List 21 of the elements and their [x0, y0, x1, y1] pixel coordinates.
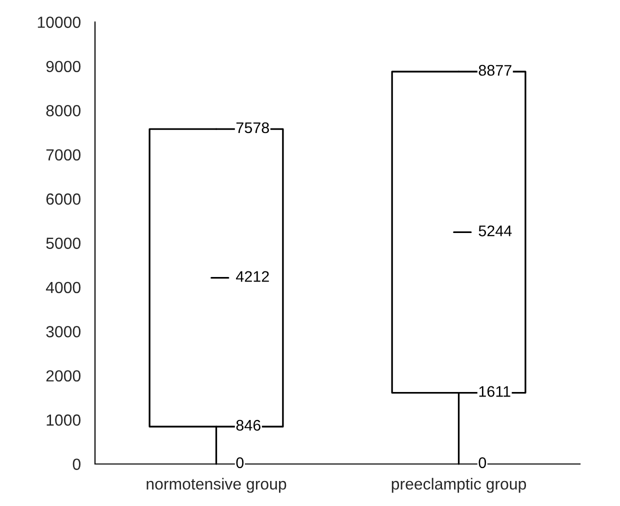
- y-tick-label: 4000: [46, 282, 80, 294]
- y-tick-label: 10000: [38, 16, 80, 28]
- annotation: 1611: [479, 386, 510, 397]
- annotation: 0: [478, 457, 486, 468]
- y-tick-label: 2000: [46, 370, 80, 382]
- x-tick-label: normotensive group: [146, 478, 286, 493]
- y-tick-label: 3000: [46, 326, 80, 338]
- y-tick-label: 7000: [46, 149, 80, 161]
- y-tick-label: 0: [72, 458, 80, 470]
- annotation: 0: [236, 457, 244, 468]
- annotation: 4212: [236, 271, 269, 282]
- annotation: 846: [236, 420, 260, 431]
- y-tick-label: 6000: [46, 193, 80, 205]
- annotation: 8877: [478, 64, 512, 76]
- annotation: 7578: [236, 122, 269, 134]
- y-tick-label: 8000: [46, 105, 80, 116]
- x-tick-label: preeclamptic group: [392, 478, 526, 493]
- y-tick-label: 1000: [46, 414, 80, 426]
- annotation: 5244: [478, 226, 512, 236]
- y-tick-label: 5000: [46, 238, 80, 249]
- y-tick-label: 9000: [46, 60, 80, 72]
